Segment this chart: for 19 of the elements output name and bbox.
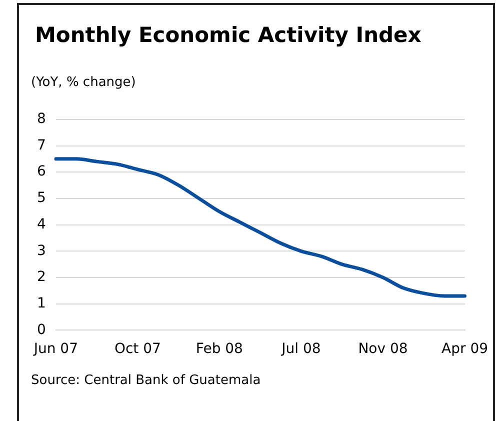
y-tick-label: 1 [36,295,46,312]
x-tick-label: Feb 08 [196,341,243,358]
x-tick-label: Jul 08 [280,341,321,358]
chart-title: Monthly Economic Activity Index [35,23,422,47]
x-tick-label: Jun 07 [32,341,78,358]
y-tick-label: 6 [36,164,46,180]
y-tick-label: 0 [36,322,46,338]
y-tick-label: 8 [36,111,46,128]
source-note: Source: Central Bank of Guatemala [31,373,261,388]
y-tick-label: 2 [36,269,46,286]
chart-subtitle: (YoY, % change) [31,75,136,90]
y-tick-label: 4 [36,216,46,232]
x-tick-label: Nov 08 [358,341,408,358]
x-tick-label: Oct 07 [114,341,161,358]
y-tick-label: 5 [36,190,46,206]
x-tick-label: Apr 09 [442,341,488,358]
line-series [54,157,467,298]
y-tick-label: 3 [36,242,46,259]
y-tick-label: 7 [36,137,46,154]
